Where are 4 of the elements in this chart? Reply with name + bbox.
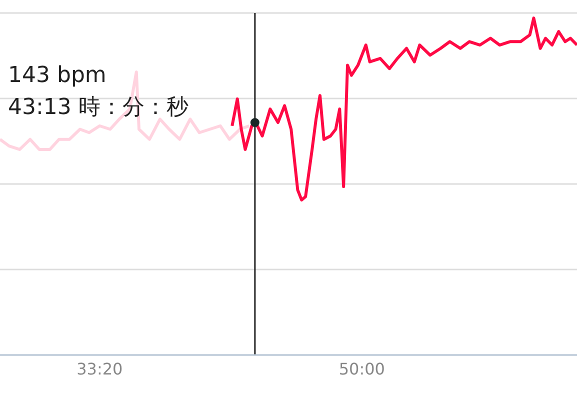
x-tick-label: 50:00 — [338, 359, 385, 378]
annotation: 43:13 時：分：秒 — [8, 94, 188, 122]
x-tick-label: 33:20 — [76, 359, 123, 378]
annotation: 143 bpm — [8, 62, 108, 90]
